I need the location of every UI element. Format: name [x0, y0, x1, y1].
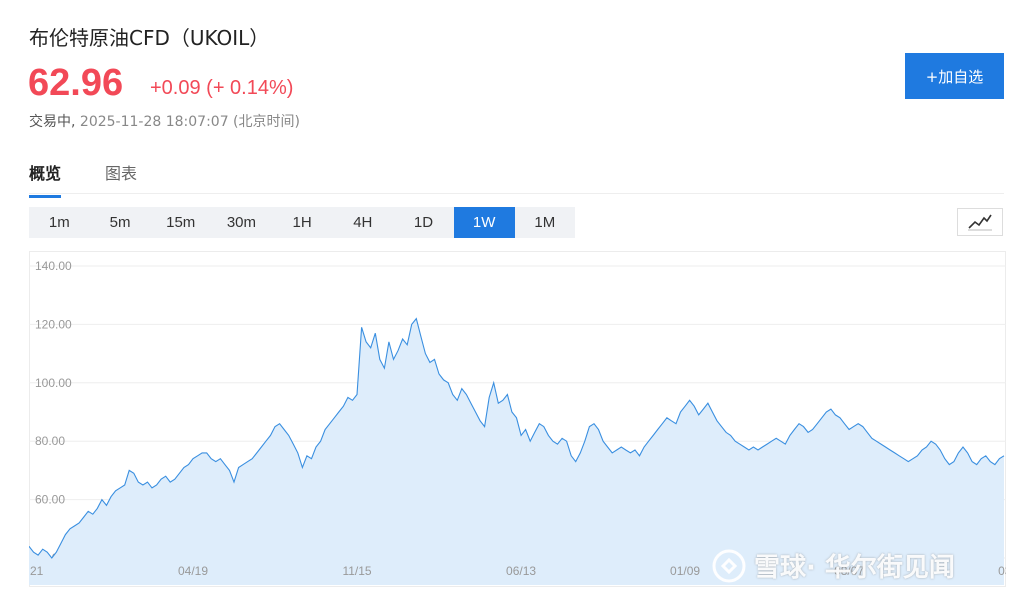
x-tick-label: 03/04 [998, 564, 1006, 578]
tab-overview[interactable]: 概览 [29, 160, 62, 198]
trade-status: 交易中, 2025-11-28 18:07:07 (北京时间) [29, 111, 300, 131]
y-tick-label: 100.00 [35, 376, 72, 390]
y-tick-label: 60.00 [35, 493, 65, 507]
tab-divider [29, 193, 1004, 194]
snowball-logo-icon [712, 549, 746, 582]
y-tick-label: 120.00 [35, 317, 72, 331]
x-tick-label: 01/09 [670, 564, 700, 578]
tab-bar: 概览 图表 [29, 160, 137, 198]
price-line [28, 317, 1005, 559]
chart-frame [29, 251, 1006, 587]
price-change: +0.09 (+ 0.14%) [150, 77, 294, 99]
line-chart-icon [968, 214, 992, 231]
period-1m[interactable]: 1m [48, 214, 70, 231]
y-tick-label: 140.00 [35, 259, 72, 273]
chart-type-toggle[interactable] [957, 208, 1003, 236]
period-15m[interactable]: 15m [166, 214, 196, 231]
tab-chart[interactable]: 图表 [105, 164, 138, 183]
timestamp: 2025-11-28 18:07:07 (北京时间) [79, 114, 300, 130]
status-label: 交易中, [29, 114, 76, 130]
watermark-text: 雪球· 华尔街见闻 [754, 553, 955, 583]
x-tick-label: 08/07 [834, 564, 864, 578]
watermark: 雪球· 华尔街见闻 [712, 547, 955, 584]
x-tick-label: 04/19 [178, 564, 208, 578]
period-30m[interactable]: 30m [226, 214, 256, 231]
period-1h[interactable]: 1H [292, 214, 312, 231]
period-1mo[interactable]: 1M [534, 214, 556, 231]
price-chart: 140.00120.00100.0080.0060.0040.002104/19… [28, 251, 1024, 587]
add-to-watchlist-button[interactable]: +加自选 [905, 53, 1004, 99]
period-selector: 1m 5m 15m 30m 1H 4H 1D 1W 1M [29, 207, 576, 238]
x-tick-label: 06/13 [506, 564, 536, 578]
period-5m[interactable]: 5m [109, 214, 131, 231]
x-tick-label: 11/15 [342, 564, 371, 578]
chart-svg: 140.00120.00100.0080.0060.0040.002104/19… [28, 251, 1024, 587]
period-1d[interactable]: 1D [413, 214, 434, 231]
price-area [29, 318, 1004, 585]
x-tick-label: 21 [30, 564, 44, 578]
last-price: 62.96 [28, 62, 124, 104]
instrument-title: 布伦特原油CFD（UKOIL） [29, 26, 270, 50]
period-4h[interactable]: 4H [353, 214, 373, 231]
y-tick-label: 80.00 [35, 434, 65, 448]
period-1w[interactable]: 1W [453, 207, 515, 238]
